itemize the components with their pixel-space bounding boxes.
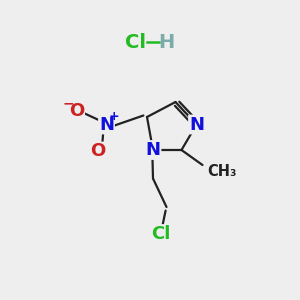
Text: O: O — [90, 142, 105, 160]
Text: H: H — [158, 32, 175, 52]
Text: N: N — [146, 141, 160, 159]
Text: CH₃: CH₃ — [207, 164, 236, 178]
Text: N: N — [189, 116, 204, 134]
Text: −: − — [62, 97, 74, 110]
Text: Cl: Cl — [151, 225, 170, 243]
Text: O: O — [69, 102, 84, 120]
Text: N: N — [99, 116, 114, 134]
Text: +: + — [109, 110, 119, 123]
Text: Cl: Cl — [124, 32, 146, 52]
